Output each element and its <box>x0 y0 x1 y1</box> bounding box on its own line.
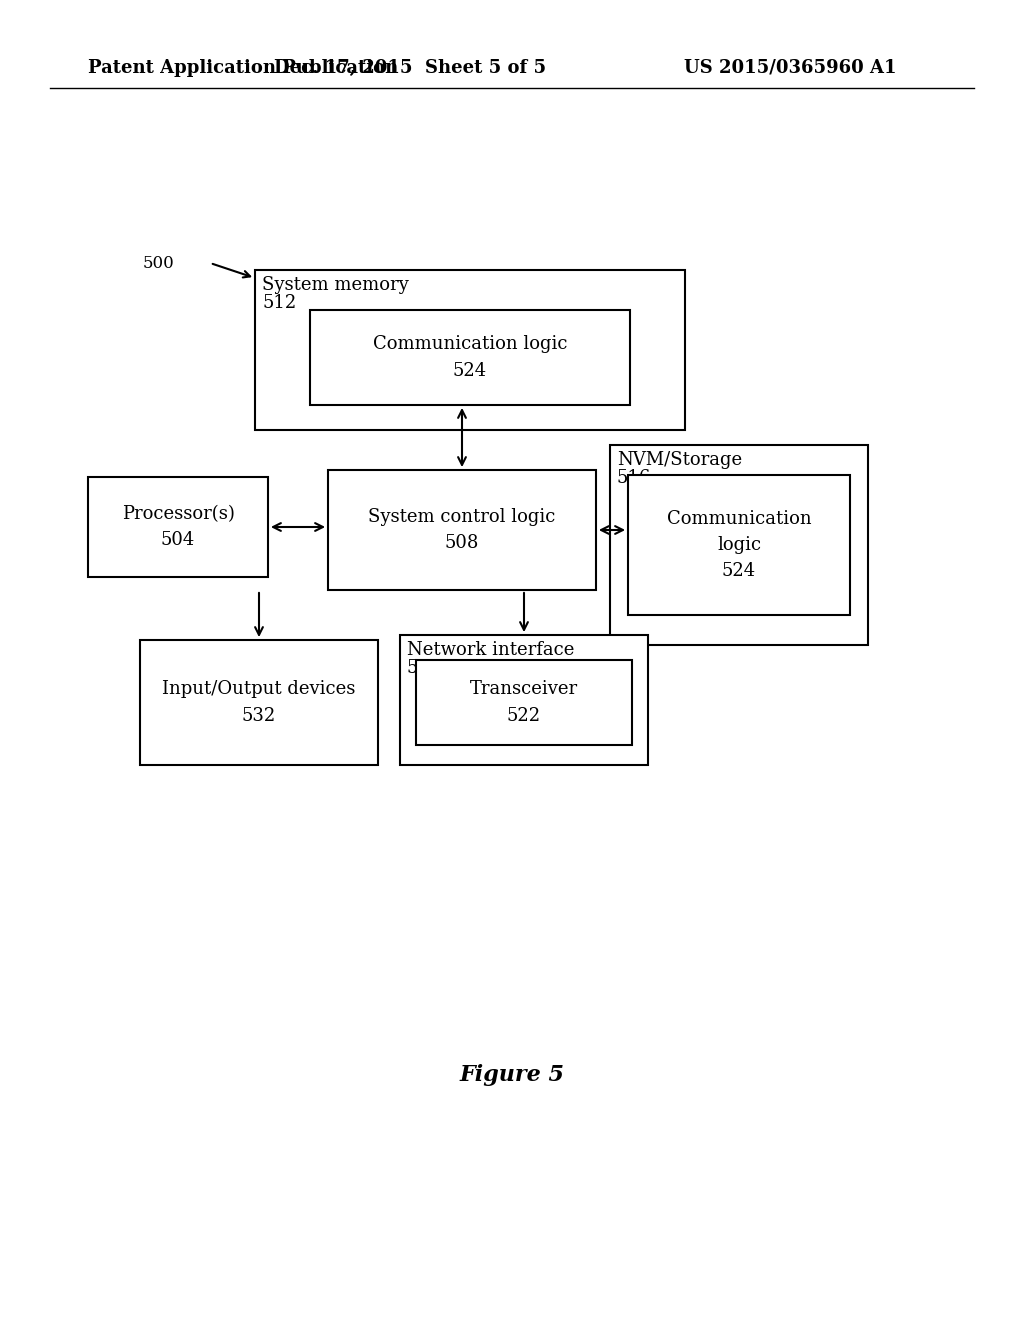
Bar <box>88 477 268 577</box>
Bar <box>255 271 685 430</box>
Bar <box>416 660 632 744</box>
Text: Input/Output devices
532: Input/Output devices 532 <box>163 680 355 725</box>
Bar <box>628 475 850 615</box>
Bar <box>310 310 630 405</box>
Text: 520: 520 <box>407 659 441 677</box>
Text: 500: 500 <box>143 255 175 272</box>
Text: US 2015/0365960 A1: US 2015/0365960 A1 <box>684 59 896 77</box>
Bar <box>400 635 648 766</box>
Text: Communication
logic
524: Communication logic 524 <box>667 510 811 581</box>
Text: 512: 512 <box>262 294 296 312</box>
Text: NVM/Storage: NVM/Storage <box>617 451 742 469</box>
Text: Network interface: Network interface <box>407 642 574 659</box>
Text: 516: 516 <box>617 469 651 487</box>
Bar <box>610 445 868 645</box>
Text: Processor(s)
504: Processor(s) 504 <box>122 504 234 549</box>
Bar <box>328 470 596 590</box>
Text: System control logic
508: System control logic 508 <box>369 508 556 552</box>
Text: Figure 5: Figure 5 <box>460 1064 564 1086</box>
Bar <box>140 640 378 766</box>
Text: Patent Application Publication: Patent Application Publication <box>88 59 398 77</box>
Text: System memory: System memory <box>262 276 409 294</box>
Text: Communication logic
524: Communication logic 524 <box>373 335 567 380</box>
Text: Dec. 17, 2015  Sheet 5 of 5: Dec. 17, 2015 Sheet 5 of 5 <box>274 59 546 77</box>
Text: Transceiver
522: Transceiver 522 <box>470 680 579 725</box>
